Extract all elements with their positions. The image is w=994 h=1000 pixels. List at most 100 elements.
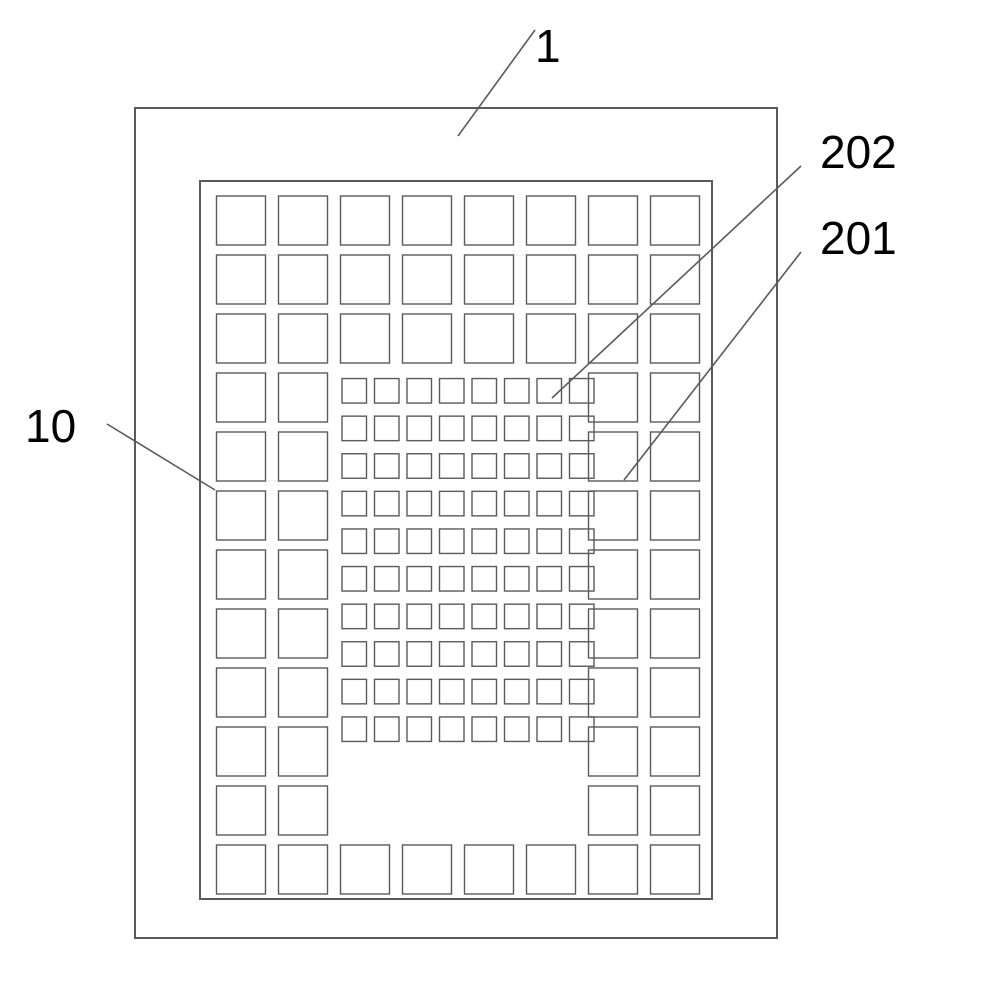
- small-cell: [472, 679, 497, 704]
- small-cell: [537, 567, 562, 592]
- label-l201: 201: [820, 212, 897, 264]
- small-cell: [505, 604, 530, 629]
- small-cell: [375, 454, 400, 479]
- small-cell: [407, 454, 432, 479]
- big-cell: [651, 314, 700, 363]
- big-cell: [651, 727, 700, 776]
- small-cell: [472, 642, 497, 667]
- small-cell-group: [342, 379, 594, 742]
- small-cell: [472, 379, 497, 404]
- big-cell: [589, 727, 638, 776]
- small-cell: [342, 491, 367, 515]
- small-cell: [440, 567, 465, 592]
- small-cell: [472, 717, 497, 742]
- small-cell: [570, 491, 595, 515]
- big-cell: [589, 373, 638, 422]
- label-l1: 1: [535, 20, 561, 72]
- big-cell: [279, 196, 328, 245]
- big-cell: [217, 314, 266, 363]
- big-cell: [651, 845, 700, 894]
- big-cell: [403, 255, 452, 304]
- big-cell: [217, 491, 266, 540]
- small-cell: [505, 717, 530, 742]
- small-cell: [342, 454, 367, 479]
- small-cell: [537, 491, 562, 515]
- big-cell: [651, 609, 700, 658]
- big-cell: [279, 373, 328, 422]
- big-cell: [217, 550, 266, 599]
- small-cell: [570, 567, 595, 592]
- big-cell: [589, 491, 638, 540]
- small-cell: [407, 379, 432, 404]
- small-cell: [570, 679, 595, 704]
- big-cell: [527, 255, 576, 304]
- big-cell: [341, 255, 390, 304]
- small-cell: [375, 642, 400, 667]
- small-cell: [440, 454, 465, 479]
- big-cell: [589, 196, 638, 245]
- small-cell: [537, 679, 562, 704]
- small-cell: [440, 491, 465, 515]
- big-cell: [279, 845, 328, 894]
- small-cell: [375, 529, 400, 554]
- big-cell: [589, 432, 638, 481]
- leader-l1: [458, 30, 535, 136]
- small-cell: [440, 529, 465, 554]
- small-cell: [375, 379, 400, 404]
- big-cell: [589, 845, 638, 894]
- big-cell: [341, 845, 390, 894]
- small-cell: [537, 717, 562, 742]
- small-cell: [407, 642, 432, 667]
- big-cell: [589, 668, 638, 717]
- big-cell: [651, 550, 700, 599]
- small-cell: [570, 604, 595, 629]
- small-cell: [407, 529, 432, 554]
- small-cell: [505, 491, 530, 515]
- big-cell: [279, 491, 328, 540]
- big-cell: [279, 432, 328, 481]
- small-cell: [505, 379, 530, 404]
- small-cell: [407, 717, 432, 742]
- big-cell: [279, 727, 328, 776]
- small-cell: [537, 379, 562, 404]
- small-cell: [570, 642, 595, 667]
- big-cell: [527, 314, 576, 363]
- small-cell: [537, 416, 562, 441]
- small-cell: [407, 416, 432, 441]
- big-cell: [341, 314, 390, 363]
- big-cell: [465, 196, 514, 245]
- small-cell: [505, 529, 530, 554]
- leader-l10: [107, 424, 215, 490]
- small-cell: [537, 642, 562, 667]
- big-cell: [217, 373, 266, 422]
- small-cell: [375, 679, 400, 704]
- small-cell: [472, 604, 497, 629]
- outer-rect: [135, 108, 777, 938]
- small-cell: [570, 717, 595, 742]
- small-cell: [440, 679, 465, 704]
- big-cell: [465, 314, 514, 363]
- small-cell: [407, 604, 432, 629]
- big-cell: [403, 196, 452, 245]
- small-cell: [505, 642, 530, 667]
- small-cell: [440, 379, 465, 404]
- big-cell: [279, 255, 328, 304]
- small-cell: [342, 642, 367, 667]
- small-cell: [537, 529, 562, 554]
- big-cell: [217, 432, 266, 481]
- small-cell: [407, 679, 432, 704]
- small-cell: [342, 379, 367, 404]
- big-cell: [217, 786, 266, 835]
- big-cell: [589, 255, 638, 304]
- small-cell: [342, 679, 367, 704]
- small-cell: [375, 604, 400, 629]
- big-cell: [279, 786, 328, 835]
- big-cell: [403, 845, 452, 894]
- small-cell: [505, 679, 530, 704]
- big-cell: [279, 314, 328, 363]
- small-cell: [570, 379, 595, 404]
- small-cell: [537, 454, 562, 479]
- small-cell: [505, 567, 530, 592]
- big-cell: [217, 196, 266, 245]
- big-cell: [217, 255, 266, 304]
